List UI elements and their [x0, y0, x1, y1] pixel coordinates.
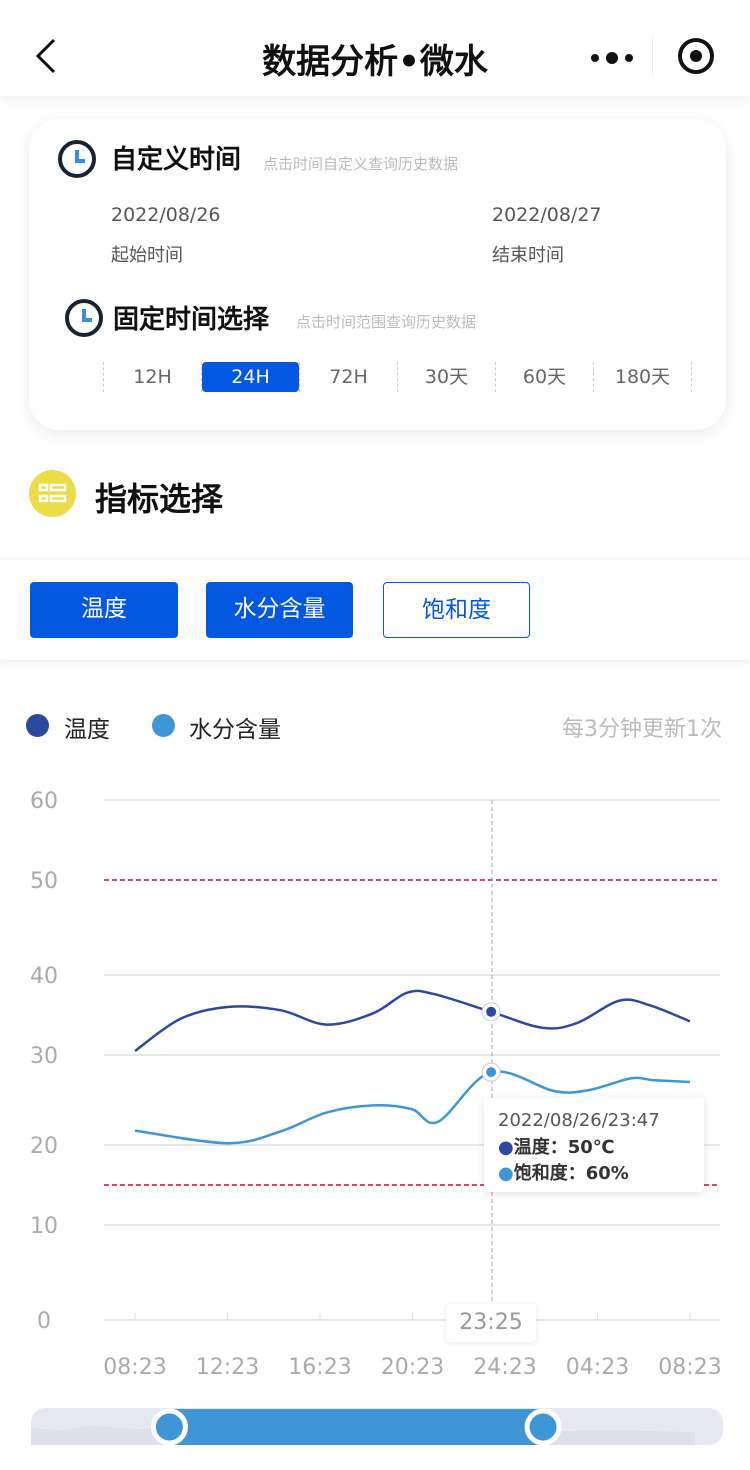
x-tick-label: 20:23	[381, 1355, 444, 1380]
list-icon	[29, 470, 76, 517]
saturation-button[interactable]: 饱和度	[383, 582, 530, 638]
segment-divider	[103, 362, 104, 392]
more-dots-icon[interactable]	[590, 48, 634, 68]
y-tick-label: 50	[30, 869, 58, 894]
x-tick-label: 08:23	[103, 1355, 166, 1380]
x-tick-label: 16:23	[288, 1355, 351, 1380]
segment-divider	[691, 362, 692, 392]
time-card: 自定义时间 点击时间自定义查询历史数据 2022/08/26 起始时间 2022…	[29, 119, 726, 430]
segment-divider	[495, 362, 496, 392]
highlight-point-dot	[486, 1006, 497, 1017]
fixed-time-title: 固定时间选择	[113, 305, 270, 335]
segment-divider	[201, 362, 202, 392]
range-selector: 12H 24H 72H 30天 60天 180天	[103, 362, 692, 392]
temp-button[interactable]: 温度	[30, 582, 178, 638]
axis-pointer-label: 23:25	[446, 1304, 536, 1342]
refresh-note: 每3分钟更新1次	[562, 717, 722, 742]
y-tick-label: 20	[30, 1134, 58, 1159]
fixed-time-hint: 点击时间范围查询历史数据	[296, 313, 477, 331]
y-tick-label: 30	[30, 1044, 58, 1069]
indicator-title: 指标选择	[95, 480, 224, 518]
segment-divider	[593, 362, 594, 392]
legend-temp-marker	[26, 714, 49, 737]
range-option[interactable]: 24H	[202, 362, 299, 392]
legend-water[interactable]: 水分含量	[189, 717, 281, 743]
start-label: 起始时间	[111, 245, 183, 266]
segment-divider	[299, 362, 300, 392]
clock-icon	[58, 140, 96, 178]
y-tick-label: 60	[30, 789, 58, 814]
chevron-left-icon[interactable]	[34, 38, 58, 74]
highlight-point-dot	[486, 1067, 497, 1078]
clock-icon	[65, 299, 103, 337]
range-option[interactable]: 60天	[522, 366, 567, 388]
nav-bar: 数据分析•微水	[0, 0, 750, 96]
tooltip-time: 2022/08/26/23:47	[498, 1110, 660, 1131]
start-date[interactable]: 2022/08/26	[111, 204, 221, 226]
x-tick-label: 08:23	[658, 1355, 721, 1380]
range-option[interactable]: 72H	[329, 366, 368, 388]
slider-selected-range[interactable]	[169, 1409, 544, 1445]
series-line-water	[134, 1070, 691, 1145]
tooltip: 2022/08/26/23:47 ●温度：50℃ ●饱和度：60%	[484, 1098, 704, 1192]
y-tick-label: 0	[37, 1309, 51, 1334]
custom-time-title: 自定义时间	[111, 145, 242, 175]
custom-time-hint: 点击时间自定义查询历史数据	[263, 155, 459, 173]
end-date[interactable]: 2022/08/27	[492, 204, 602, 226]
divider	[652, 36, 653, 76]
x-tick-label: 24:23	[473, 1355, 536, 1380]
water-content-button[interactable]: 水分含量	[206, 582, 353, 638]
x-tick-label: 04:23	[566, 1355, 629, 1380]
series-line-temp	[134, 989, 691, 1053]
data-zoom-slider[interactable]	[31, 1408, 723, 1446]
tooltip-temp: 温度：50℃	[513, 1137, 615, 1158]
segment-divider	[397, 362, 398, 392]
range-option[interactable]: 30天	[424, 366, 469, 388]
x-tick-label: 12:23	[196, 1355, 259, 1380]
slider-handle[interactable]	[524, 1408, 562, 1446]
tooltip-saturation: 饱和度：60%	[513, 1163, 629, 1184]
legend-water-marker	[152, 714, 175, 737]
y-tick-label: 40	[30, 964, 58, 989]
page-title: 数据分析•微水	[262, 42, 488, 82]
target-icon[interactable]	[678, 38, 714, 74]
y-tick-label: 10	[30, 1214, 58, 1239]
range-option[interactable]: 180天	[614, 366, 671, 388]
legend-temp[interactable]: 温度	[64, 717, 110, 743]
range-option[interactable]: 12H	[133, 366, 172, 388]
end-label: 结束时间	[492, 245, 564, 266]
slider-handle[interactable]	[150, 1408, 188, 1446]
